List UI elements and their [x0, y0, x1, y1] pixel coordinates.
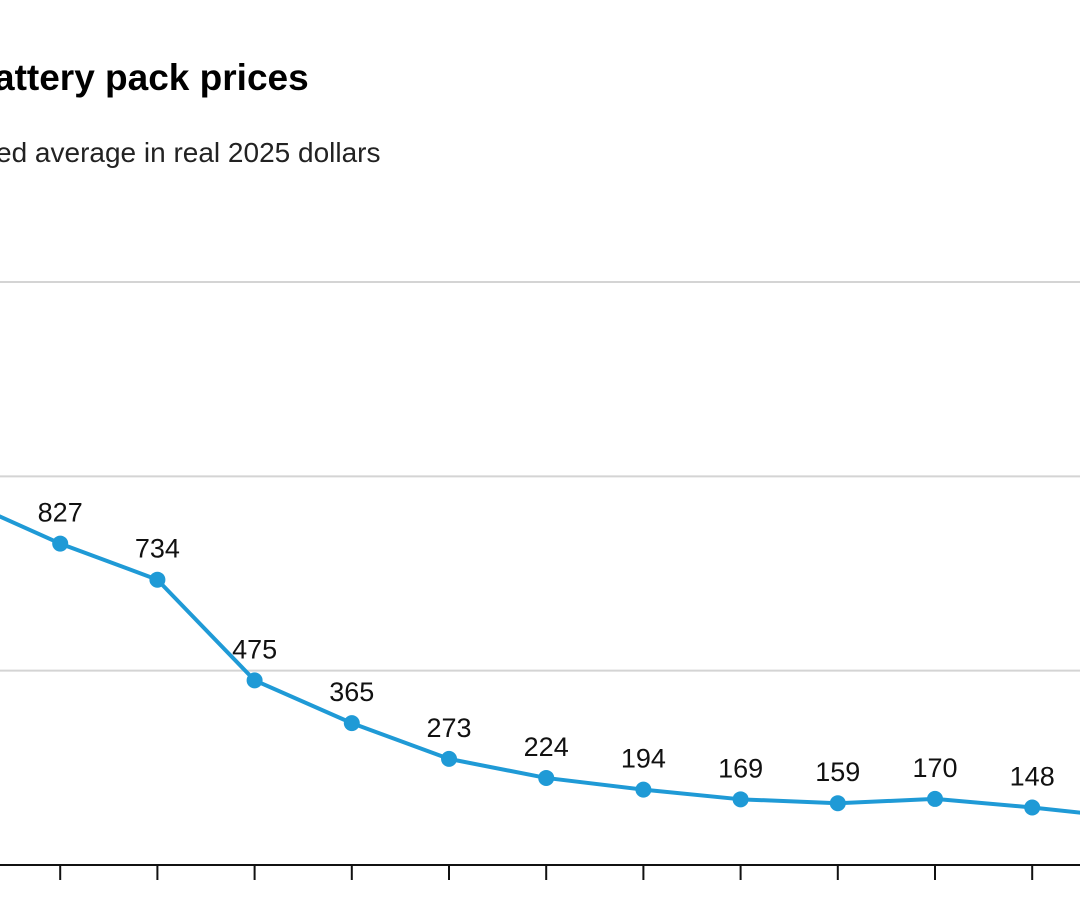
point [149, 571, 166, 588]
value-label: 169 [718, 753, 763, 783]
value-label: 475 [232, 634, 277, 664]
value-label: 273 [426, 713, 471, 743]
value-label: 194 [621, 744, 666, 774]
point [538, 769, 555, 786]
point [732, 791, 749, 808]
value-label: 734 [135, 534, 180, 564]
point [246, 672, 263, 689]
chart-title: attery pack prices [0, 57, 309, 98]
point [343, 715, 360, 732]
value-label: 827 [38, 498, 83, 528]
point [635, 781, 652, 798]
point [441, 750, 457, 767]
value-label: 365 [329, 677, 374, 707]
value-label: 148 [1010, 761, 1055, 791]
point [52, 535, 69, 552]
value-label: 224 [524, 732, 569, 762]
value-label: 170 [912, 753, 957, 783]
point [1024, 799, 1041, 816]
point [829, 795, 846, 812]
value-label: 159 [815, 757, 860, 787]
point [927, 790, 943, 807]
chart-subtitle: ed average in real 2025 dollars [0, 137, 380, 168]
